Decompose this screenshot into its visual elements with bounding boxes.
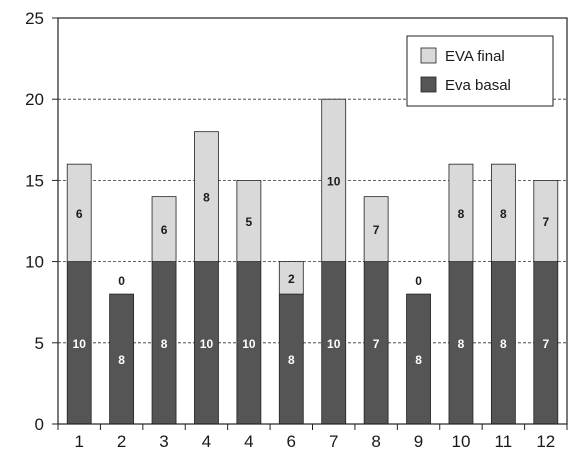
y-tick-label: 25	[25, 9, 44, 28]
data-label-basal: 10	[73, 337, 87, 351]
legend-swatch	[420, 76, 437, 93]
bar-segment-final	[321, 98, 347, 262]
data-label-basal: 10	[242, 337, 256, 351]
x-tick-label: 12	[536, 432, 555, 451]
data-label-final: 10	[327, 174, 341, 188]
data-label-final: 8	[458, 207, 465, 221]
data-label-basal: 10	[200, 337, 214, 351]
data-label-basal: 7	[373, 337, 380, 351]
y-tick-label: 0	[35, 415, 44, 434]
x-tick-label: 6	[287, 432, 296, 451]
x-tick-label: 9	[414, 432, 423, 451]
data-label-final: 0	[118, 274, 125, 288]
data-label-basal: 7	[542, 337, 549, 351]
data-label-basal: 10	[327, 337, 341, 351]
y-tick-label: 20	[25, 90, 44, 109]
data-label-final: 8	[500, 207, 507, 221]
y-tick-label: 10	[25, 253, 44, 272]
data-label-basal: 8	[458, 337, 465, 351]
x-tick-label: 10	[451, 432, 470, 451]
legend-box	[406, 35, 554, 107]
bar-segment-basal	[321, 261, 347, 425]
data-label-final: 6	[161, 223, 168, 237]
data-label-final: 6	[76, 207, 83, 221]
bar-segment-final	[278, 261, 304, 295]
bars-layer	[66, 98, 559, 425]
bar-segment-final	[490, 163, 516, 263]
legend-swatch	[420, 47, 437, 64]
bar-segment-final	[236, 179, 262, 262]
legend-label: EVA final	[445, 48, 505, 65]
bar-segment-final	[533, 179, 559, 262]
bar-segment-final	[363, 196, 389, 262]
bar-segment-final	[151, 196, 177, 262]
bar-segment-basal	[278, 293, 304, 425]
data-label-basal: 8	[161, 337, 168, 351]
data-labels-layer: 10 6 8 0 8 6 10 8 10 5 8 2 10 10 7 7 8 0 8 8 8 8 7 7	[73, 174, 550, 367]
plot-frame	[57, 17, 568, 425]
bar-segment-basal	[490, 261, 516, 425]
y-tick-label: 5	[35, 334, 44, 353]
x-tick-label: 4	[202, 432, 211, 451]
data-label-final: 7	[542, 215, 549, 229]
data-label-basal: 8	[500, 337, 507, 351]
bar-segment-basal	[533, 261, 559, 425]
data-label-basal: 8	[288, 353, 295, 367]
bar-segment-basal	[109, 293, 135, 425]
legend-label: Eva basal	[445, 77, 511, 94]
x-tick-label: 3	[159, 432, 168, 451]
x-tick-label: 11	[495, 432, 513, 451]
bar-segment-basal	[406, 293, 431, 425]
x-tick-label: 1	[74, 432, 83, 451]
bar-segment-final	[448, 163, 474, 263]
bar-segment-final	[66, 163, 92, 263]
data-label-final: 2	[288, 272, 295, 286]
data-label-final: 0	[415, 274, 422, 288]
x-tick-label: 4	[244, 432, 253, 451]
y-tick-label: 15	[25, 171, 44, 190]
x-tick-label: 7	[329, 432, 338, 451]
bar-segment-basal	[151, 261, 177, 425]
bar-segment-basal	[66, 261, 92, 425]
data-label-basal: 8	[118, 353, 125, 367]
x-tick-label: 2	[117, 432, 126, 451]
x-tick-label: 8	[371, 432, 380, 451]
bar-segment-final	[194, 131, 219, 262]
grid-layer	[58, 98, 567, 344]
bar-segment-basal	[194, 261, 219, 425]
bar-segment-basal	[236, 261, 262, 425]
data-label-final: 5	[246, 215, 253, 229]
data-label-final: 7	[373, 223, 380, 237]
legend: EVA final Eva basal	[406, 35, 554, 107]
data-label-basal: 8	[415, 353, 422, 367]
bar-segment-basal	[448, 261, 474, 425]
data-label-final: 8	[203, 191, 210, 205]
